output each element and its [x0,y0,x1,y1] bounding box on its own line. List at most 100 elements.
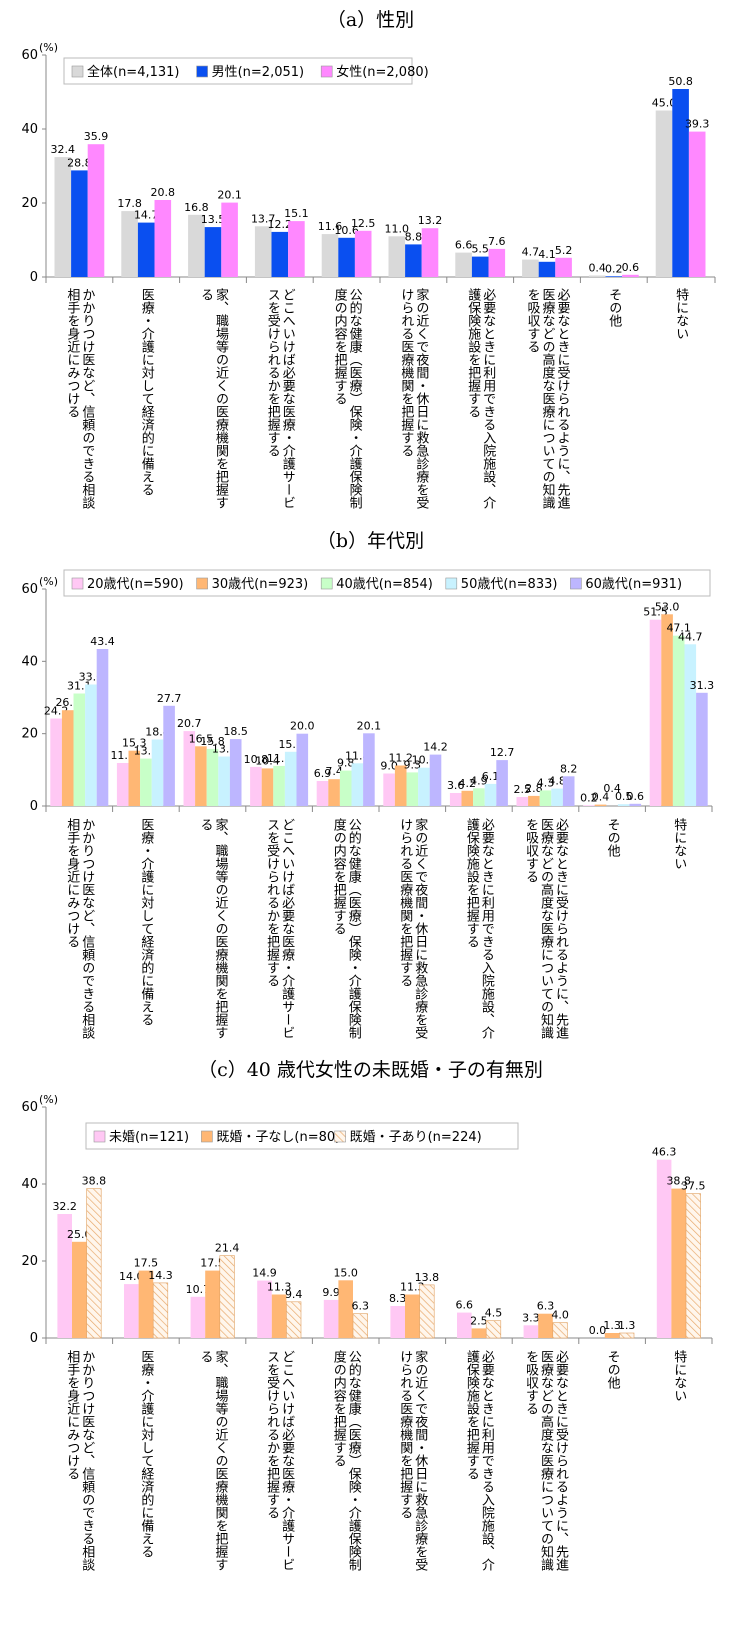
bar [316,781,329,806]
legend-entry: 既婚・子なし(n=80) [216,1130,340,1145]
legend-swatch [71,577,84,590]
bar [352,1313,368,1339]
bar [488,248,506,277]
x-category-label: 特にない [671,818,687,870]
data-label: 0.4 [588,262,606,275]
data-label: 16.5 [189,732,214,745]
bar [594,804,607,806]
x-category-label: を吸収する [525,288,541,353]
data-label: 4.7 [522,246,540,259]
x-category-label: る [198,1350,213,1363]
data-label: 11.3 [400,1280,425,1293]
bar [551,788,563,806]
bar [229,739,242,806]
bar [418,767,430,806]
bar [250,766,262,806]
bar [328,779,340,806]
legend: 全体(n=4,131) 男性(n=2,051) 女性(n=2,080) [63,57,429,85]
data-label: 20.7 [177,717,202,730]
legend: 未婚(n=121) 既婚・子なし(n=80) 既婚・子あり(n=224) [85,1122,519,1150]
bar [528,795,540,806]
bar [195,746,207,806]
data-label: 11.3 [267,1280,292,1293]
bar [485,1320,502,1339]
data-label: 12.5 [351,217,376,230]
legend-box [63,57,413,85]
x-category-label: 度の内容を把握する [331,1349,347,1467]
x-category-label: 相手を身近にみつける [64,1350,80,1480]
bar [71,170,88,277]
bar [538,1313,553,1338]
bar [86,1188,102,1339]
bar [151,739,164,806]
bar [523,1325,539,1338]
data-label: 10.7 [186,1283,211,1296]
bar [354,230,372,278]
data-label: 2.5 [514,783,532,796]
y-tick-label: 0 [30,270,38,285]
x-category-label: 公的な健康（医療）保険・介護保険制 [346,1350,362,1571]
bar [406,772,419,806]
data-label: 37.5 [681,1180,706,1193]
x-category-label: 相手を身近にみつける [64,288,80,418]
data-label: 7.4 [325,765,343,778]
y-tick-label: 20 [21,1254,38,1269]
data-label: 0.4 [603,782,621,795]
data-label: 43.4 [90,635,115,648]
bar [516,797,529,806]
data-label: 0.2 [580,791,598,804]
bar [555,257,572,277]
bar [471,1328,487,1338]
x-category-label: 家、職場等の近くの医療機関を把握す [213,287,229,509]
bar [538,261,556,277]
bar [321,234,339,277]
bar [338,237,355,277]
legend-swatch [196,65,208,78]
legend-entry: 女性(n=2,080) [336,64,429,80]
bar [96,649,109,806]
data-label: 14.3 [148,1269,173,1282]
bar [254,226,272,277]
data-label: 14.0 [119,1270,144,1283]
data-label: 10.8 [244,753,269,766]
data-label: 14.7 [134,209,159,222]
bar [449,793,462,806]
y-tick-label: 40 [21,654,38,669]
data-label: 14.9 [252,1267,277,1280]
y-tick-label: 0 [30,1331,38,1346]
data-label: 44.7 [678,630,703,643]
data-label: 4.3 [537,776,555,789]
x-category-label: を吸収する [523,818,539,883]
data-label: 13.5 [201,213,226,226]
data-label: 32.2 [52,1200,77,1213]
y-tick-label: 60 [21,582,38,597]
bar [190,1296,206,1338]
y-axis-unit-label: (%) [39,575,58,588]
data-label: 4.0 [551,1309,569,1322]
bar [421,228,439,277]
bar [188,214,205,277]
x-category-label: 特にない [671,1350,687,1402]
bar [419,1284,435,1339]
bar [685,1193,701,1339]
legend-box [85,1122,519,1150]
data-label: 15.0 [333,1266,358,1279]
bar [219,1255,235,1339]
data-label: 17.5 [200,1257,225,1270]
legend-entry: 20歳代(n=590) [87,577,184,592]
bar [455,252,472,277]
data-label: 0.0 [589,1324,607,1337]
data-label: 9.0 [380,759,398,772]
bar [271,231,289,277]
bar [539,790,552,806]
data-label: 20.1 [357,719,382,732]
x-category-label: かかりつけ医など、信頼のできる相談 [79,818,95,1039]
data-label: 31.3 [690,679,715,692]
bar [218,756,230,806]
data-label: 20.0 [290,720,315,733]
data-label: 6.6 [456,1299,474,1312]
y-tick-label: 20 [21,727,38,742]
y-tick-label: 0 [30,799,38,814]
chart-title: （c）40 歳代女性の未既婚・子の有無別 [198,1059,543,1081]
